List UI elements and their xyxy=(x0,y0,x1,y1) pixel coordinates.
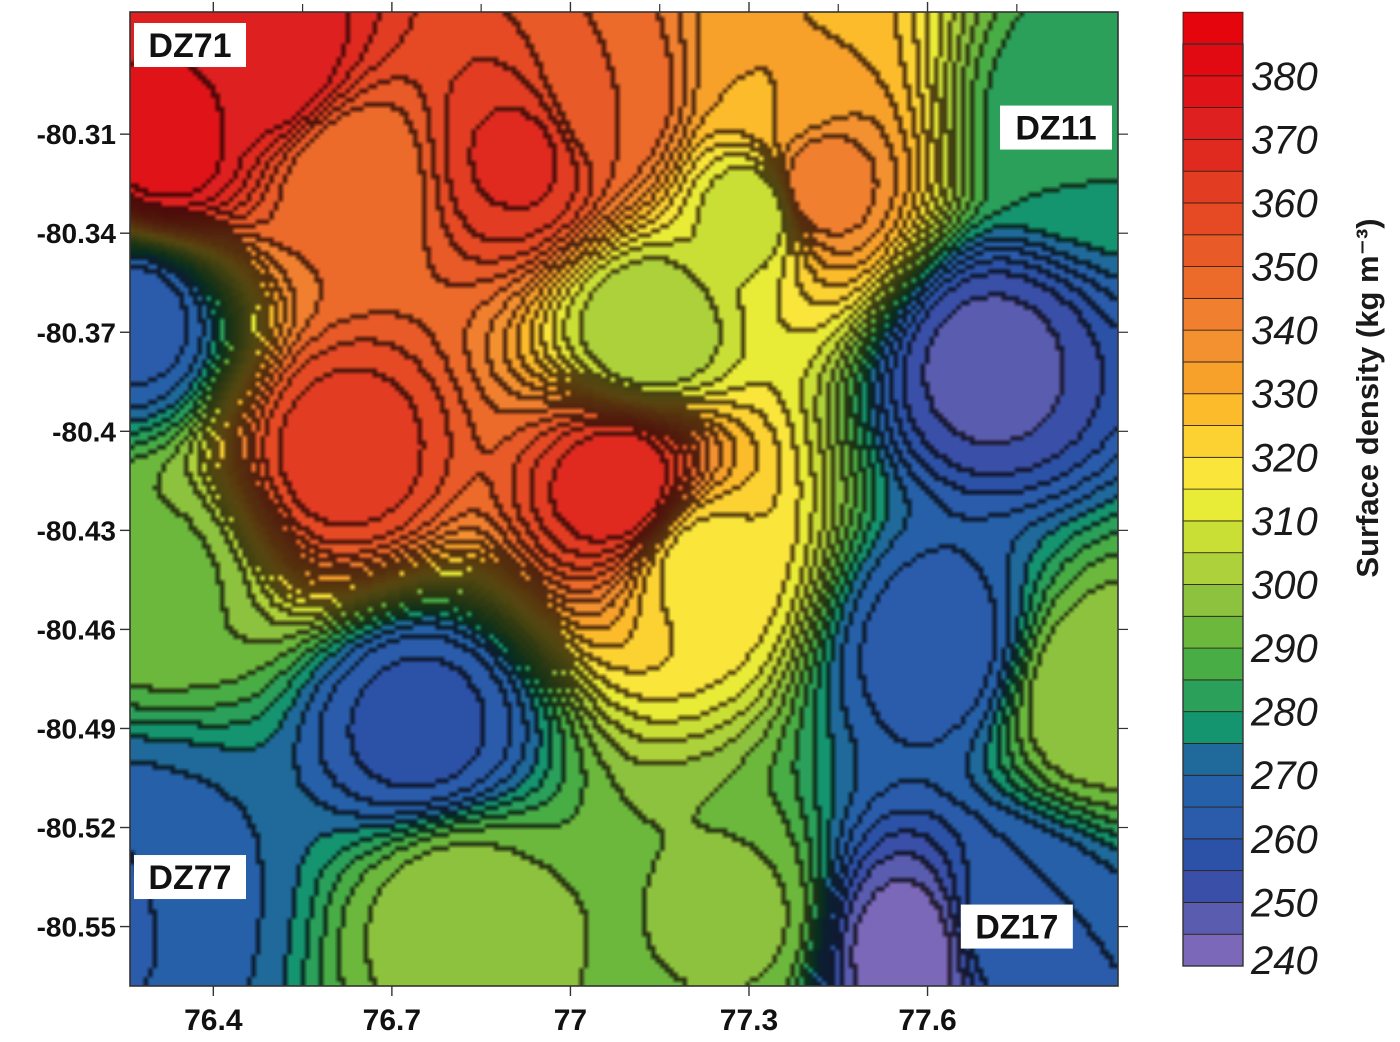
y-tick-label: -80.31 xyxy=(37,119,116,150)
colorbar-swatch xyxy=(1182,170,1244,204)
y-tick-label: -80.55 xyxy=(37,912,116,943)
colorbar-tick-label: 380 xyxy=(1251,55,1318,99)
colorbar-swatch xyxy=(1182,202,1244,236)
y-tick-label: -80.49 xyxy=(37,713,116,744)
x-tick-label: 77.6 xyxy=(898,1004,956,1037)
colorbar-swatch xyxy=(1182,711,1244,744)
x-tick-label: 76.7 xyxy=(363,1004,421,1037)
station-label-box xyxy=(1000,105,1112,150)
colorbar-swatch xyxy=(1182,234,1244,267)
colorbar-swatch xyxy=(1182,361,1244,395)
colorbar: 380 370 360 350 340 330 320 310 300 290 280 270 260 2… xyxy=(1182,11,1318,983)
plot-area xyxy=(130,12,1118,986)
colorbar-swatch xyxy=(1182,11,1244,45)
colorbar-swatch xyxy=(1182,393,1244,426)
colorbar-tick-label: 280 xyxy=(1250,691,1318,735)
station-label-dz77: DZ77 xyxy=(134,855,246,900)
colorbar-swatch xyxy=(1182,870,1244,903)
colorbar-tick-label: 360 xyxy=(1251,182,1318,226)
colorbar-swatch xyxy=(1182,743,1244,776)
y-tick-label: -80.43 xyxy=(37,515,116,546)
colorbar-tick-label: 330 xyxy=(1251,373,1318,417)
colorbar-swatch xyxy=(1182,933,1244,967)
x-tick-label: 77.3 xyxy=(720,1004,778,1037)
colorbar-tick-label: 320 xyxy=(1251,436,1318,480)
colorbar-swatch xyxy=(1182,806,1244,840)
colorbar-swatch xyxy=(1182,107,1244,140)
station-label-text: DZ77 xyxy=(148,859,231,897)
colorbar-tick-label: 310 xyxy=(1251,500,1318,544)
colorbar-tick-label: 240 xyxy=(1250,939,1318,983)
station-label-box xyxy=(134,855,246,900)
colorbar-swatch xyxy=(1182,838,1244,872)
colorbar-swatch xyxy=(1182,488,1244,522)
y-tick-label: -80.52 xyxy=(37,813,116,844)
colorbar-tick-label: 290 xyxy=(1250,627,1318,671)
colorbar-swatch xyxy=(1182,456,1244,490)
colorbar-swatch xyxy=(1182,43,1244,77)
y-tick-label: -80.37 xyxy=(37,317,116,348)
colorbar-swatch xyxy=(1182,552,1244,585)
y-tick-label: -80.46 xyxy=(37,614,116,645)
colorbar-tick-label: 300 xyxy=(1251,563,1318,607)
station-label-text: DZ11 xyxy=(1015,110,1096,148)
station-label-dz17: DZ17 xyxy=(960,904,1073,949)
density-field xyxy=(130,12,1118,986)
colorbar-swatch xyxy=(1182,266,1244,299)
colorbar-frame xyxy=(1182,43,1244,967)
plot-frame xyxy=(129,11,1119,987)
colorbar-swatch xyxy=(1182,297,1244,331)
colorbar-swatch xyxy=(1182,902,1244,935)
station-label-dz71: DZ71 xyxy=(134,23,246,68)
colorbar-swatch xyxy=(1182,520,1244,554)
y-tick-label: -80.34 xyxy=(37,218,117,249)
colorbar-swatch xyxy=(1182,679,1244,713)
colorbar-tick-label: 250 xyxy=(1250,881,1318,925)
colorbar-tick-label: 350 xyxy=(1251,246,1318,290)
station-label-dz11: DZ11 xyxy=(1000,105,1112,150)
station-label-box xyxy=(134,23,246,68)
colorbar-title: Surface density (kg m⁻³) xyxy=(1350,218,1385,577)
station-label-box xyxy=(960,904,1073,949)
colorbar-swatch xyxy=(1182,425,1244,458)
colorbar-tick-label: 270 xyxy=(1250,754,1318,798)
x-tick-label: 77 xyxy=(554,1004,587,1037)
colorbar-tick-label: 370 xyxy=(1251,118,1318,162)
colorbar-swatch xyxy=(1182,584,1244,617)
station-label-text: DZ71 xyxy=(148,27,231,65)
station-label-text: DZ17 xyxy=(975,909,1058,947)
y-tick-label: -80.4 xyxy=(52,416,116,447)
colorbar-swatch xyxy=(1182,774,1244,808)
axes: 76.4 76.7 77 77.3 77.6 -80.31 -80.34 -80.37 -80.… xyxy=(37,2,1128,1037)
colorbar-swatch xyxy=(1182,615,1244,649)
station-labels: DZ71 DZ11 DZ77 DZ17 xyxy=(134,23,1112,949)
colorbar-swatch xyxy=(1182,75,1244,108)
x-tick-label: 76.4 xyxy=(184,1004,243,1037)
colorbar-swatch xyxy=(1182,647,1244,681)
colorbar-swatch xyxy=(1182,138,1244,172)
colorbar-tick-label: 340 xyxy=(1251,309,1318,353)
colorbar-swatch xyxy=(1182,329,1244,363)
colorbar-tick-label: 260 xyxy=(1250,818,1318,862)
